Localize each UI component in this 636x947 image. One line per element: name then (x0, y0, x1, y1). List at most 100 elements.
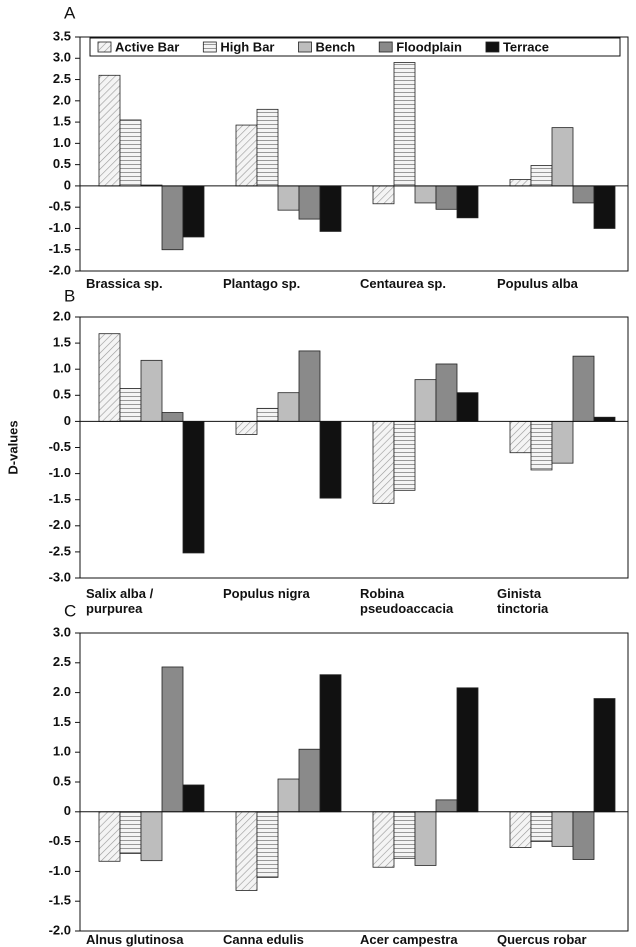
bar (393, 62, 416, 187)
bar (140, 359, 163, 422)
bar (161, 185, 184, 251)
y-tick-label: 2.5 (53, 654, 71, 669)
bar (161, 412, 184, 422)
bar (277, 185, 300, 211)
bar (235, 420, 258, 435)
bar (140, 811, 163, 862)
y-tick-label: 1.5 (53, 114, 71, 129)
y-tick-label: 2.0 (53, 684, 71, 699)
y-tick-label: 1.0 (53, 744, 71, 759)
legend-swatch (298, 41, 312, 53)
bar (414, 379, 437, 422)
y-tick-label: 1.5 (53, 335, 71, 350)
x-tick-label: Alnus glutinosa (86, 932, 184, 947)
y-tick-label: -1.0 (49, 220, 71, 235)
x-tick-label: Populus nigra (223, 586, 310, 601)
bar (456, 392, 479, 422)
panel-label: C (64, 601, 76, 620)
bar (182, 420, 205, 554)
y-tick-label: 0.5 (53, 156, 71, 171)
y-tick-label: -0.5 (49, 833, 71, 848)
y-tick-label: 0 (64, 177, 71, 192)
bar (551, 811, 574, 847)
plot-frame (79, 36, 629, 272)
legend-label: Bench (315, 39, 355, 54)
y-tick-label: -1.5 (49, 893, 71, 908)
bar (235, 124, 258, 187)
bar (98, 811, 121, 862)
bar (256, 108, 279, 187)
bar (319, 674, 342, 813)
y-tick-label: -1.5 (49, 491, 71, 506)
y-tick-label: 1.5 (53, 714, 71, 729)
bar (256, 407, 279, 422)
bar (593, 698, 616, 813)
x-tick-label: Centaurea sp. (360, 276, 446, 291)
bar (572, 185, 595, 204)
legend-label: High Bar (220, 39, 274, 54)
bar (593, 185, 616, 229)
y-tick-label: 0 (64, 803, 71, 818)
bar (98, 333, 121, 422)
bar (414, 185, 437, 204)
bar (435, 363, 458, 422)
plot-frame (79, 316, 629, 579)
bar (277, 778, 300, 813)
bar (235, 811, 258, 891)
y-tick-label: -2.5 (49, 543, 71, 558)
bar (256, 811, 279, 878)
bar (182, 185, 205, 238)
bar (277, 392, 300, 422)
y-tick-label: 2.5 (53, 71, 71, 86)
y-tick-label: 0.5 (53, 387, 71, 402)
y-tick-label: 2.0 (53, 92, 71, 107)
bar (551, 127, 574, 187)
y-tick-label: 1.0 (53, 135, 71, 150)
legend-swatch (378, 41, 393, 53)
y-tick-label: -0.5 (49, 439, 71, 454)
bar (551, 420, 574, 464)
legend-label: Terrace (503, 39, 549, 54)
y-tick-label: 0.5 (53, 773, 71, 788)
x-tick-label: Quercus robar (497, 932, 587, 947)
bar (530, 165, 553, 187)
bar (298, 185, 321, 220)
legend-swatch (485, 41, 500, 53)
bar (119, 811, 142, 854)
panel-label: B (64, 286, 75, 305)
x-tick-label: Brassica sp. (86, 276, 163, 291)
bar (372, 420, 395, 504)
bar (298, 748, 321, 813)
bar (414, 811, 437, 866)
y-tick-label: 1.0 (53, 361, 71, 376)
bar (572, 811, 595, 860)
bar (372, 185, 395, 205)
bar (298, 350, 321, 422)
bar (509, 179, 532, 187)
y-tick-label: 3.0 (53, 624, 71, 639)
bar (98, 74, 121, 187)
bar (530, 811, 553, 842)
panel-label: A (64, 3, 76, 22)
legend-label: Floodplain (396, 39, 462, 54)
bar (572, 355, 595, 422)
bar (372, 811, 395, 868)
bar (393, 811, 416, 859)
bar (319, 420, 342, 499)
y-tick-label: -1.5 (49, 241, 71, 256)
bar (119, 119, 142, 187)
y-tick-label: -1.0 (49, 863, 71, 878)
bar (182, 784, 205, 813)
x-tick-label: Canna edulis (223, 932, 304, 947)
y-tick-label: -3.0 (49, 569, 71, 584)
x-tick-label: Salix alba / purpurea (86, 586, 154, 616)
bar (435, 185, 458, 210)
y-tick-label: 3.0 (53, 50, 71, 65)
y-tick-label: -1.0 (49, 465, 71, 480)
legend-label: Active Bar (115, 39, 179, 54)
y-axis-label: D-values (5, 420, 20, 474)
bar (530, 420, 553, 471)
y-tick-label: -2.0 (49, 922, 71, 937)
